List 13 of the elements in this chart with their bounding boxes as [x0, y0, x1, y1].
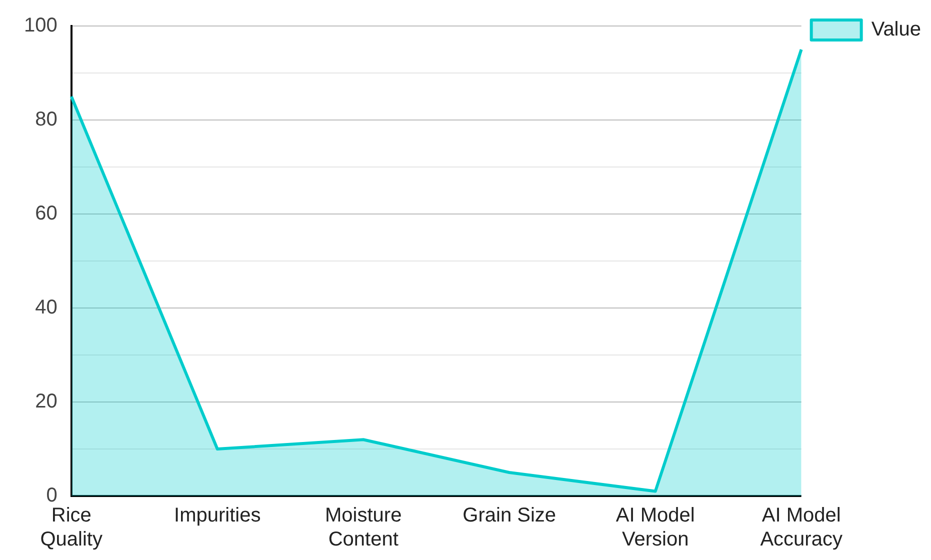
x-tick-label: Rice Quality — [40, 504, 102, 551]
y-tick-label: 80 — [35, 108, 58, 131]
y-tick-label: 60 — [35, 202, 58, 225]
x-tick-label: Moisture Content — [325, 504, 402, 551]
x-tick-label: AI Model Version — [616, 504, 695, 551]
y-tick-label: 20 — [35, 390, 58, 413]
legend-label: Value — [871, 18, 922, 41]
y-tick-label: 40 — [35, 296, 58, 319]
y-tick-label: 0 — [46, 484, 58, 507]
x-tick-label: Impurities — [174, 504, 261, 527]
x-tick-label: AI Model Accuracy — [760, 504, 842, 551]
y-tick-label: 100 — [24, 14, 58, 37]
x-tick-label: Grain Size — [462, 504, 556, 527]
